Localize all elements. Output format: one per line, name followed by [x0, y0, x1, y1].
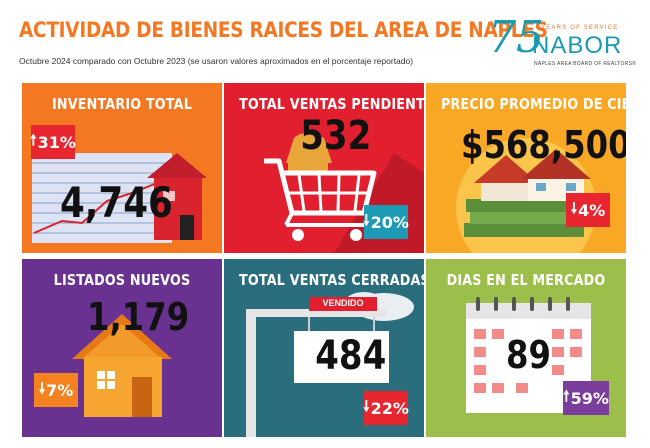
logo-number: 75 — [488, 12, 544, 63]
tile-precio-promedio: PRECIO PROMEDIO DE CIERRE $568,500 🠗4% — [426, 83, 626, 253]
arrow-up-icon: 🠕 — [30, 130, 37, 149]
tile-value: 1,179 — [87, 295, 190, 339]
tile-ventas-cerradas: TOTAL VENTAS CERRADAS VENDIDO 484 🠗 22% — [224, 259, 424, 437]
tile-value: 89 — [505, 333, 551, 377]
change-badge: 🠗 4% — [566, 193, 610, 227]
change-badge: 🠗 20% — [363, 205, 409, 239]
tile-inventario-total: INVENTARIO TOTAL 🠕 31% 4,746 — [22, 83, 222, 253]
logo-subname: NAPLES AREA BOARD OF REALTORS® — [534, 61, 637, 67]
sold-sign-label: VENDIDO — [322, 298, 364, 308]
house-on-money-icon — [456, 138, 596, 253]
page-subtitle: Octubre 2024 comparado con Octubre 2023 … — [19, 56, 414, 66]
arrow-down-icon: 🠗 — [363, 210, 370, 229]
arrow-up-icon: 🠕 — [563, 386, 570, 405]
arrow-down-icon: 🠗 — [363, 396, 370, 415]
tile-value: 532 — [300, 113, 372, 159]
arrow-down-icon: 🠗 — [38, 378, 46, 397]
tile-heading: TOTAL VENTAS CERRADAS — [239, 271, 424, 289]
tile-value: $568,500 — [460, 123, 626, 167]
tile-heading: TOTAL VENTAS PENDIENTES — [239, 95, 424, 113]
house-with-chart-icon — [32, 153, 207, 243]
logo-name: NABOR — [532, 32, 623, 59]
change-badge: 🠕 59% — [563, 381, 609, 415]
arrow-down-icon: 🠗 — [570, 198, 578, 217]
tile-heading: PRECIO PROMEDIO DE CIERRE — [441, 95, 626, 113]
tile-ventas-pendientes: TOTAL VENTAS PENDIENTES 532 🠗 20% — [224, 83, 424, 253]
tile-listados-nuevos: LISTADOS NUEVOS 1,179 🠗 7% — [22, 259, 222, 437]
tile-heading: INVENTARIO TOTAL — [51, 95, 193, 113]
tile-heading: DIAS EN EL MERCADO — [446, 271, 606, 289]
nabor-logo: 75 YEARS OF SERVICE NABOR NAPLES AREA BO… — [488, 16, 638, 70]
tile-dias-mercado: DIAS EN EL MERCADO 89 🠕 59% — [426, 259, 626, 437]
logo-tagline: YEARS OF SERVICE — [541, 25, 619, 31]
tile-value: 484 — [315, 333, 387, 379]
tile-value: 4,746 — [59, 178, 173, 227]
tile-heading: LISTADOS NUEVOS — [53, 271, 191, 289]
sold-sign-icon — [246, 292, 414, 437]
header: ACTIVIDAD DE BIENES RAICES DEL AREA DE N… — [0, 0, 650, 78]
change-badge: 🠕 31% — [30, 125, 76, 159]
page-title: ACTIVIDAD DE BIENES RAICES DEL AREA DE N… — [19, 18, 548, 42]
change-badge: 🠗 7% — [34, 373, 78, 407]
house-icon — [72, 314, 172, 417]
change-badge: 🠗 22% — [363, 391, 409, 425]
